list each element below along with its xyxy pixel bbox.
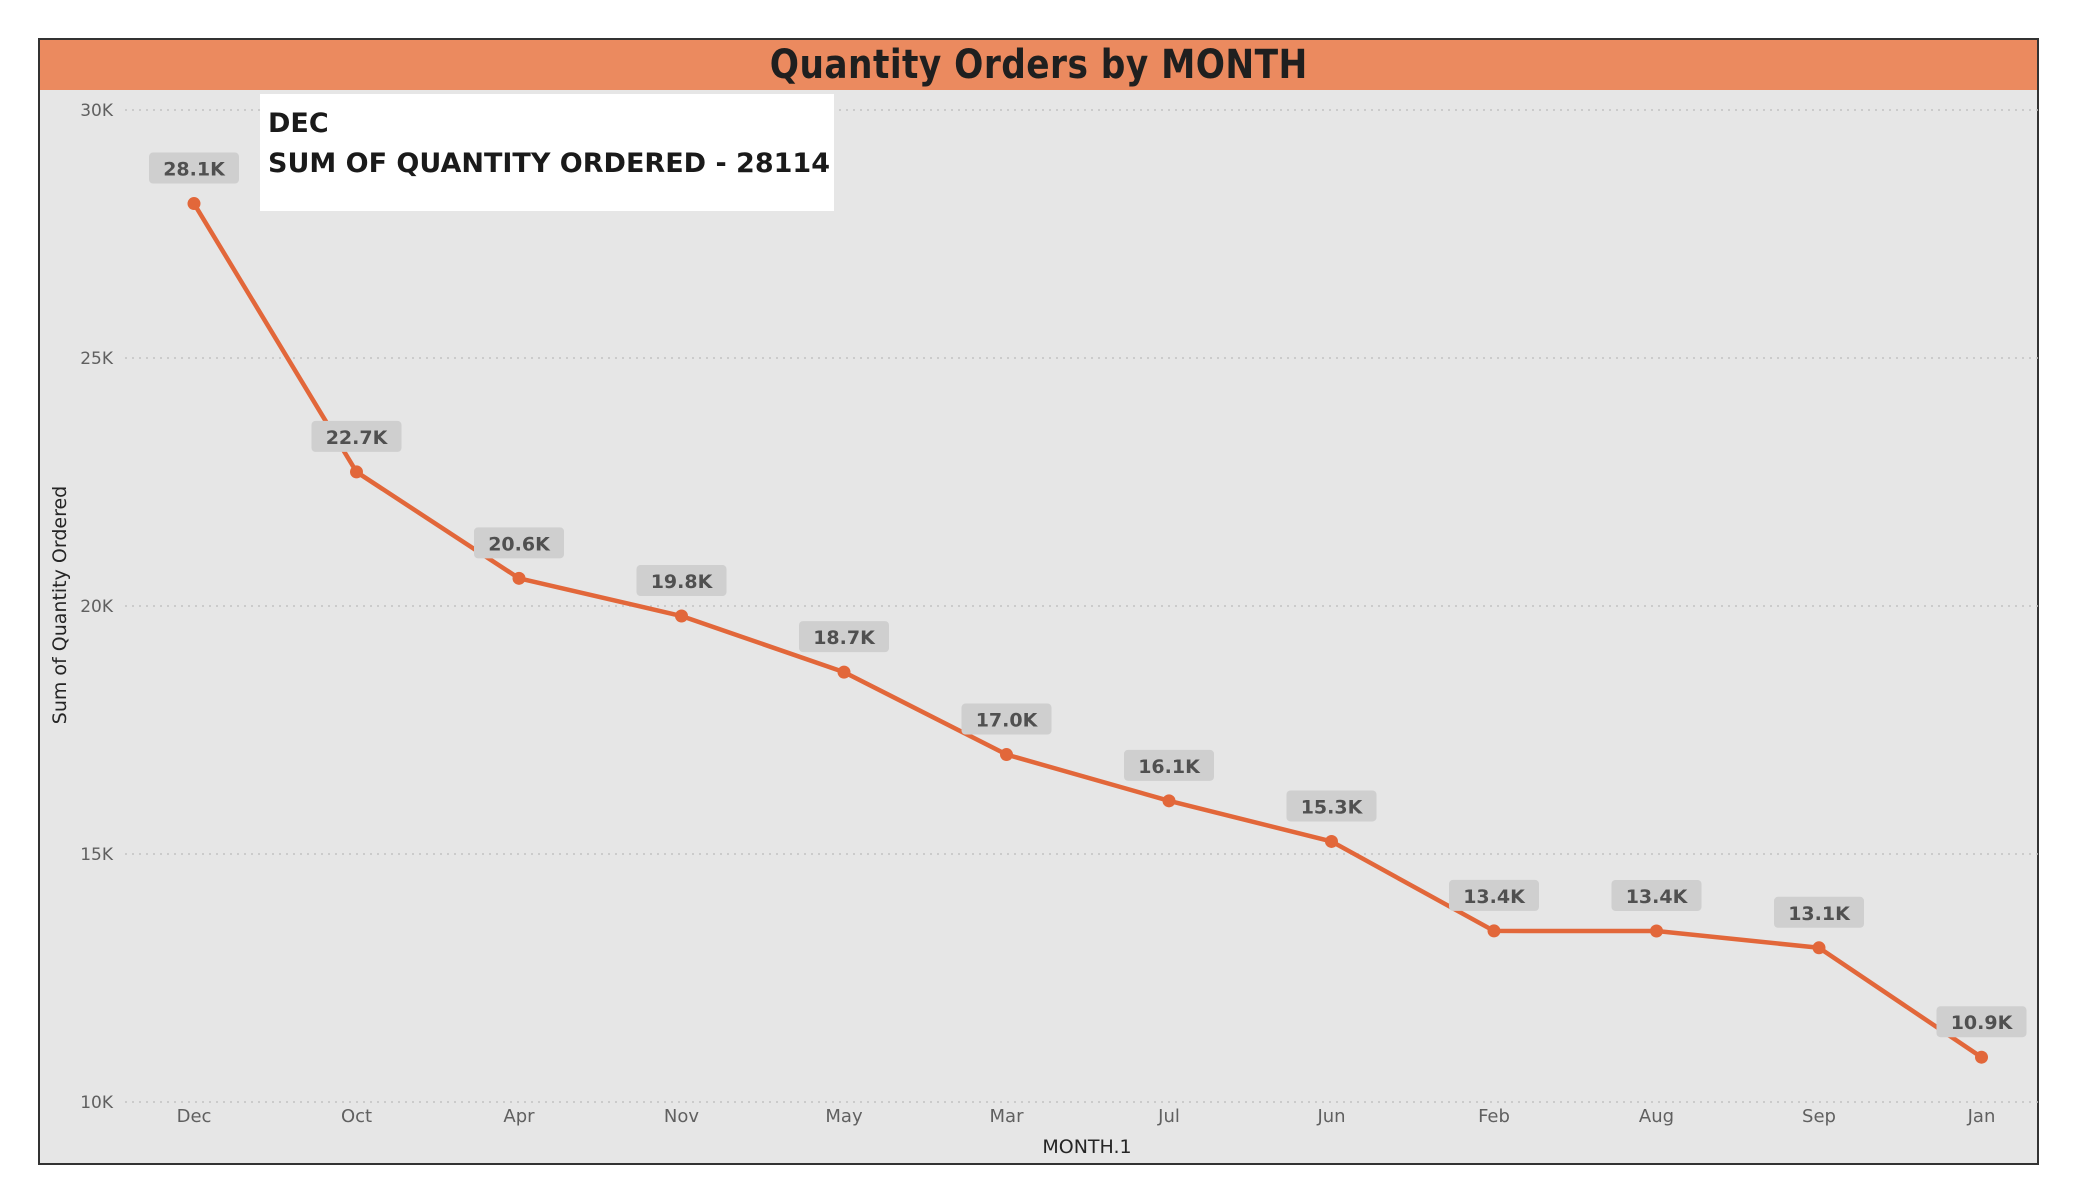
series-line: [191, 201, 1984, 1060]
x-tick-label: Nov: [664, 1106, 699, 1127]
data-label: 16.1K: [1138, 756, 1201, 778]
data-label: 19.8K: [651, 571, 714, 593]
data-label-bg: [149, 152, 239, 184]
data-point: [350, 465, 363, 479]
data-label-bg: [1611, 879, 1702, 911]
data-label-bg: [311, 420, 402, 452]
x-axis-title: MONTH.1: [1042, 1136, 1131, 1158]
data-point: [187, 197, 201, 211]
data-label-bg: [1936, 1006, 2027, 1038]
data-label-bg: [636, 565, 727, 597]
data-point: [1487, 924, 1501, 938]
data-point: [1650, 924, 1663, 938]
tooltip: DEC SUM OF QUANTITY ORDERED - 28114: [260, 94, 834, 211]
data-point: [1325, 834, 1338, 848]
x-tick-label: Oct: [341, 1106, 372, 1127]
chart-title: Quantity Orders by MONTH: [769, 42, 1308, 88]
data-point: [675, 609, 688, 623]
data-label: 22.7K: [326, 427, 389, 449]
data-label-bg: [1449, 879, 1539, 911]
x-tick-label: Mar: [990, 1106, 1025, 1127]
data-label-bg: [1286, 790, 1377, 822]
data-label: 20.6K: [488, 533, 551, 555]
data-point: [837, 665, 851, 679]
data-point: [1975, 1050, 1988, 1064]
x-tick-label: May: [825, 1106, 863, 1127]
data-label-bg: [799, 621, 889, 653]
chart-frame: Quantity Orders by MONTH: [38, 38, 2039, 1165]
data-label-bg: [474, 527, 564, 559]
y-tick-label: 30K: [80, 101, 114, 121]
title-bar: Quantity Orders by MONTH: [40, 40, 2037, 90]
data-label: 13.1K: [1788, 903, 1851, 925]
data-point: [1162, 794, 1176, 808]
y-tick-label: 25K: [80, 349, 114, 369]
tooltip-category: DEC: [268, 108, 329, 139]
data-label: 13.4K: [1463, 886, 1526, 908]
x-tick-label: Jul: [1157, 1106, 1180, 1127]
y-axis-title: Sum of Quantity Ordered: [49, 486, 71, 724]
x-tick-label: Dec: [177, 1106, 212, 1127]
data-label-bg: [961, 703, 1052, 735]
data-point: [1000, 748, 1013, 762]
data-label: 10.9K: [1951, 1012, 2014, 1034]
x-tick-label: Apr: [503, 1106, 535, 1127]
data-label: 15.3K: [1301, 796, 1364, 818]
x-tick-label: Feb: [1478, 1106, 1510, 1127]
y-tick-label: 10K: [80, 1093, 114, 1113]
data-point: [1812, 941, 1826, 955]
x-tick-label: Aug: [1639, 1106, 1674, 1127]
data-label: 18.7K: [813, 627, 876, 649]
x-tick-label: Jun: [1316, 1106, 1345, 1127]
y-tick-label: 15K: [80, 845, 114, 865]
data-label: 17.0K: [976, 710, 1039, 732]
data-label-bg: [1124, 749, 1214, 781]
data-label: 13.4K: [1626, 886, 1689, 908]
data-label-bg: [1774, 896, 1864, 928]
y-tick-label: 20K: [80, 597, 114, 617]
x-tick-label: Sep: [1802, 1106, 1836, 1127]
data-label: 28.1K: [163, 159, 226, 181]
x-tick-label: Jan: [1967, 1106, 1996, 1127]
tooltip-measure: SUM OF QUANTITY ORDERED - 28114: [268, 148, 830, 179]
data-point: [512, 571, 526, 585]
